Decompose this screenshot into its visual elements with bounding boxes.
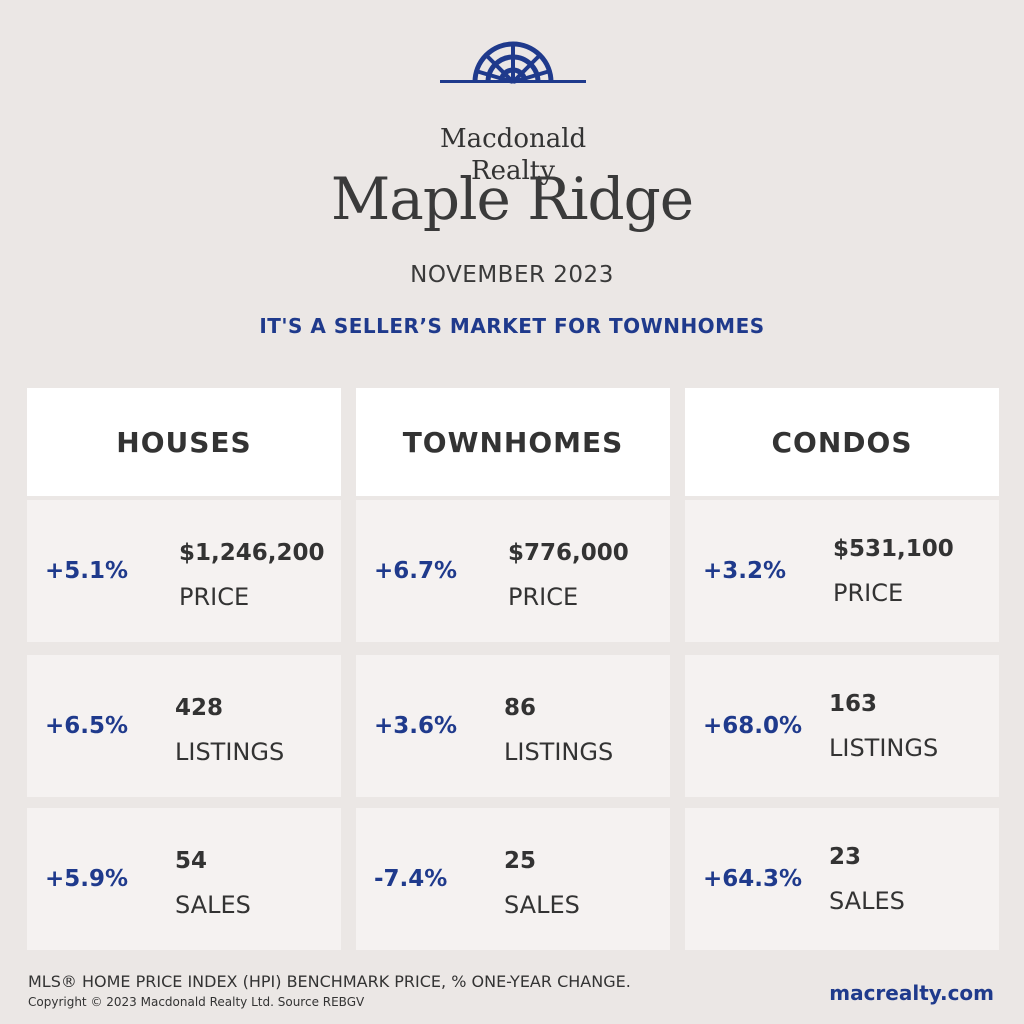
stat-card-price: +3.2% $531,100 PRICE xyxy=(685,500,999,642)
stat-label: PRICE xyxy=(833,579,904,607)
stat-label: PRICE xyxy=(179,583,250,611)
stat-label: LISTINGS xyxy=(504,738,614,766)
footer-copyright: Copyright © 2023 Macdonald Realty Ltd. S… xyxy=(28,995,365,1009)
stat-label: SALES xyxy=(504,891,580,919)
stat-card-listings: +68.0% 163 LISTINGS xyxy=(685,655,999,797)
stat-card-sales: +5.9% 54 SALES xyxy=(27,808,341,950)
percent-change: +3.2% xyxy=(703,558,787,584)
percent-change: +68.0% xyxy=(703,713,803,739)
percent-change: +3.6% xyxy=(374,713,458,739)
percent-change: +6.7% xyxy=(374,558,458,584)
stat-value: 163 xyxy=(829,691,878,717)
column-title: TOWNHOMES xyxy=(356,388,670,496)
stat-value: 54 xyxy=(175,848,208,874)
percent-change: +6.5% xyxy=(45,713,129,739)
percent-change: -7.4% xyxy=(374,866,448,892)
stat-value: $531,100 xyxy=(833,536,954,562)
stat-value: $1,246,200 xyxy=(179,540,325,566)
townhomes-column: TOWNHOMES xyxy=(356,388,670,496)
stat-value: 428 xyxy=(175,695,224,721)
stat-card-sales: -7.4% 25 SALES xyxy=(356,808,670,950)
stat-card-sales: +64.3% 23 SALES xyxy=(685,808,999,950)
houses-column: HOUSES xyxy=(27,388,341,496)
stat-value: 86 xyxy=(504,695,537,721)
brand-name-line1: Macdonald xyxy=(440,124,587,154)
stat-label: SALES xyxy=(829,887,905,915)
report-period: NOVEMBER 2023 xyxy=(410,262,614,288)
percent-change: +64.3% xyxy=(703,866,803,892)
stat-value: 25 xyxy=(504,848,537,874)
condos-column: CONDOS xyxy=(685,388,999,496)
website-link[interactable]: macrealty.com xyxy=(829,981,994,1005)
brand-logo: Macdonald Realty xyxy=(440,38,587,186)
stat-value: $776,000 xyxy=(508,540,629,566)
column-title: HOUSES xyxy=(27,388,341,496)
brand-name-line2: Realty xyxy=(471,156,555,186)
macdonald-realty-logo-icon xyxy=(440,41,586,84)
percent-change: +5.1% xyxy=(45,558,129,584)
stat-card-listings: +6.5% 428 LISTINGS xyxy=(27,655,341,797)
stat-card-price: +5.1% $1,246,200 PRICE xyxy=(27,500,341,642)
page-title: Maple Ridge xyxy=(330,165,694,233)
stat-card-price: +6.7% $776,000 PRICE xyxy=(356,500,670,642)
stat-value: 23 xyxy=(829,844,862,870)
percent-change: +5.9% xyxy=(45,866,129,892)
stat-label: SALES xyxy=(175,891,251,919)
stat-card-listings: +3.6% 86 LISTINGS xyxy=(356,655,670,797)
market-headline: IT'S A SELLER’S MARKET FOR TOWNHOMES xyxy=(259,314,765,338)
column-title: CONDOS xyxy=(685,388,999,496)
stat-label: PRICE xyxy=(508,583,579,611)
stat-label: LISTINGS xyxy=(829,734,939,762)
footer-note: MLS® HOME PRICE INDEX (HPI) BENCHMARK PR… xyxy=(28,972,631,991)
stat-label: LISTINGS xyxy=(175,738,285,766)
